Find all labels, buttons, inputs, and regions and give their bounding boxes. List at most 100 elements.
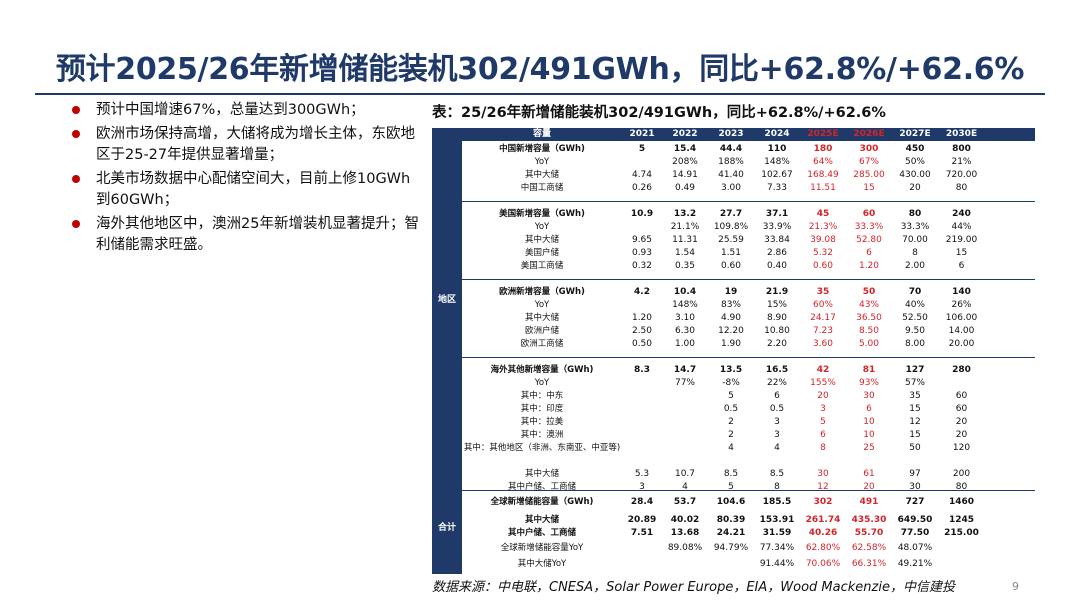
table-header-cell: 2021: [629, 129, 655, 139]
table-header-cell: 2023: [718, 129, 744, 139]
table-row-divider: [462, 201, 1035, 202]
table-cell: [622, 299, 662, 312]
table-cell: 22%: [766, 378, 787, 388]
table-header-cell: 2022: [672, 129, 698, 139]
table-cell: 70.06%: [805, 559, 841, 569]
table-cell: [622, 429, 662, 442]
table-cell: 15: [863, 183, 875, 193]
table-cell: 42: [816, 365, 830, 375]
table-cell: 727: [905, 497, 925, 507]
table-cell: 12: [817, 482, 829, 492]
side-label-region: 地区: [437, 295, 456, 305]
table-cell: 10: [863, 430, 875, 440]
table-cell: 11.31: [672, 235, 698, 245]
table-cell: 8.3: [634, 365, 650, 375]
table-cell: 285.00: [853, 170, 885, 180]
table-cell: 5: [820, 417, 826, 427]
table-cell: 7.33: [766, 183, 788, 193]
table-cell: 7.23: [812, 326, 834, 336]
table-cell: [622, 542, 662, 555]
table-cell: 20.89: [627, 515, 657, 525]
bullet-item: 欧洲市场保持高增，大储将成为增长主体，东欧地区于25-27年提供显著增量；: [70, 124, 420, 166]
table-cell: 31.59: [762, 528, 792, 538]
table-cell: 41.40: [718, 170, 744, 180]
table-cell: 8.5: [723, 469, 739, 479]
table-cell: 6: [866, 248, 872, 258]
table-cell: 0.32: [631, 261, 653, 271]
table-row-label: 海外其他新增容量（GWh): [490, 365, 594, 375]
table-cell: 0.50: [631, 339, 653, 349]
table-cell: 0.93: [631, 248, 653, 258]
bullet-item: 北美市场数据中心配储空间大，目前上修10GWh到60GWh；: [70, 169, 420, 211]
table-row-label: 其中大储: [524, 469, 559, 479]
table-cell: 93%: [858, 378, 879, 388]
table-cell: 208%: [672, 157, 698, 167]
table-cell: 14.91: [672, 170, 698, 180]
table-row-label: YoY: [534, 157, 550, 167]
table-cell: 2.00: [904, 261, 926, 271]
table-row-label: YoY: [534, 300, 550, 310]
table-cell: 10.7: [674, 469, 696, 479]
table-cell: 8: [820, 443, 826, 453]
table-cell: 3: [774, 430, 780, 440]
table-cell: 0.35: [674, 261, 696, 271]
table-cell: 52.80: [856, 235, 882, 245]
table-cell: 153.91: [759, 515, 795, 525]
table-cell: 14.00: [948, 326, 975, 336]
table-cell: 97: [909, 469, 921, 479]
table-row-label: 欧洲新增容量（GWh): [499, 287, 585, 297]
table-cell: 120: [952, 443, 971, 453]
table-cell: 9.50: [904, 326, 926, 336]
table-cell: 1.20: [631, 313, 653, 323]
table-header-cell: 2027E: [899, 129, 931, 139]
table-cell: 1.51: [720, 248, 742, 258]
bullet-text: 欧洲市场保持高增，大储将成为增长主体，东欧地区于25-27年提供显著增量；: [96, 126, 415, 163]
table-cell: 8.50: [858, 326, 880, 336]
table-cell: 7.51: [630, 528, 654, 538]
table-cell: 40.26: [808, 528, 838, 538]
table-row-label: 美国工商储: [520, 261, 564, 271]
table-cell: 450: [905, 144, 925, 154]
bullet-dot-icon: [72, 220, 80, 228]
table-cell: 77.34%: [759, 543, 795, 553]
table-cell: 60: [862, 209, 876, 219]
table-cell: 3: [639, 482, 645, 492]
table-row-label: 其中：拉美: [520, 417, 564, 427]
side-label-total: 合计: [437, 523, 456, 533]
table-cell: 2: [728, 417, 734, 427]
table-cell: 180: [813, 144, 833, 154]
table-cell: 430.00: [899, 170, 931, 180]
bullet-dot-icon: [72, 175, 80, 183]
table-cell: [622, 221, 662, 234]
table-cell: 4.90: [720, 313, 742, 323]
table-row-label: YoY: [534, 378, 550, 388]
table-cell: 80.39: [716, 515, 746, 525]
table-cell: 24.17: [810, 313, 836, 323]
table-cell: 15: [909, 404, 921, 414]
table-cell: 91.44%: [759, 559, 795, 569]
table-cell: 20: [955, 430, 968, 440]
table-cell: 36.50: [856, 313, 882, 323]
capacity-table: 容量 2021 2022 2023 2024 2025E 2026E 2027E 2030E 地区…: [432, 128, 1035, 574]
table-row-label: 其中大储: [524, 515, 559, 525]
bullet-dot-icon: [72, 130, 80, 138]
table-cell: 491: [859, 497, 879, 507]
table-cell: 24.21: [716, 528, 746, 538]
table-row-divider: [462, 490, 1035, 491]
table-cell: 64%: [812, 157, 833, 167]
table-cell: 200: [952, 469, 971, 479]
table-cell: 10.9: [630, 209, 654, 219]
table-cell: 240: [952, 209, 971, 219]
table-cell: 2.86: [766, 248, 788, 258]
table-cell: 10: [863, 417, 875, 427]
table-cell: 62.58%: [851, 543, 887, 553]
table-cell: 148%: [764, 157, 790, 167]
table-cell: 185.5: [762, 497, 792, 507]
table-row-label: 其中大储YoY: [517, 559, 567, 569]
table-cell: 50: [909, 443, 921, 453]
data-source-note: 数据来源：中电联，CNESA，Solar Power Europe，EIA，Wo…: [432, 580, 955, 595]
table-cell: 81: [862, 365, 876, 375]
table-cell: 80: [955, 482, 968, 492]
table-cell: [622, 156, 662, 169]
table-cell: 109.8%: [713, 222, 749, 232]
